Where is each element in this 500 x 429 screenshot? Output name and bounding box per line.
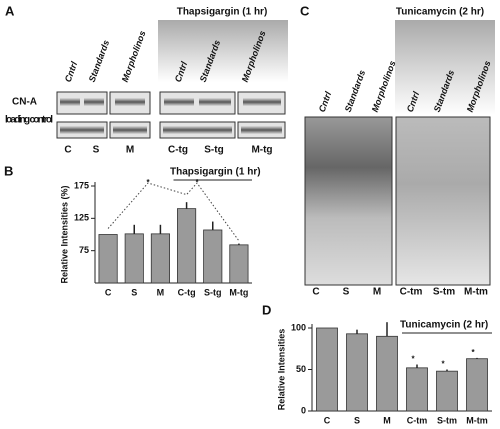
lane-label: S-tm [433,287,455,298]
gel [304,116,393,286]
x-tick-label: M [383,415,391,425]
asterisk: * [411,355,415,364]
column-label: Morpholinos [120,29,148,83]
x-tick-label: C-tm [407,415,428,425]
panel-letter: C [300,3,310,18]
column-label: Standards [343,69,367,114]
asterisk: * [195,178,199,187]
column-label: Morpholinos [370,59,398,113]
y-tick-label: 125 [74,213,89,223]
lane-label: C-tm [400,287,423,298]
y-tick-label: 175 [74,180,89,190]
annotation: Thapsigargin (1 hr) [170,167,261,178]
panel-letter: A [5,3,15,18]
x-tick-label: S [354,415,360,425]
significance-line [107,182,240,242]
y-tick-label: 50 [296,364,306,374]
lane-label: M-tg [251,145,272,156]
bar [376,335,398,412]
x-tick-label: M-tm [466,415,488,425]
asterisk: * [441,360,445,369]
asterisk: * [471,348,475,357]
y-axis-label: Relative Intensities [276,329,286,411]
x-tick-label: S-tg [204,287,222,297]
y-tick-label: 100 [291,322,306,332]
lane-label: S [343,287,350,298]
x-tick-label: C [105,287,112,297]
x-tick-label: C [324,415,331,425]
y-axis-label: Relative Intensities (%) [59,185,69,283]
y-tick-label: 0 [301,405,306,415]
bar [229,244,249,284]
bar [203,229,223,284]
lane-label: C [312,287,319,298]
bar [177,208,197,284]
column-label: Cntrl [317,90,334,114]
bar [466,358,488,412]
lane-label: S-tg [204,145,223,156]
bar [124,233,144,284]
treatment-label: Thapsigargin (1 hr) [177,7,268,18]
column-label: Standards [87,39,111,84]
lane-label: M [373,287,381,298]
panel-letter: B [4,163,13,178]
lane-label: S [93,145,100,156]
lane-label: M [126,145,134,156]
x-tick-label: M [157,287,165,297]
panel-letter: D [262,302,271,317]
lane-label: C [64,145,71,156]
lane-label: M-tm [464,287,488,298]
treatment-shade [158,20,288,82]
column-label: Cntrl [63,60,80,84]
row-label: loading control [5,115,53,126]
y-tick-label: 75 [79,245,89,255]
gel [395,116,491,286]
bar [316,327,338,412]
row-label: CN-A [12,97,37,108]
bar [406,367,428,412]
x-tick-label: S [131,287,137,297]
x-tick-label: M-tg [229,287,248,297]
lane-label: C-tg [168,145,188,156]
bar [98,234,118,284]
bar [436,370,458,412]
treatment-label: Tunicamycin (2 hr) [396,7,484,18]
bar [150,233,170,284]
asterisk: * [146,178,150,187]
x-tick-label: C-tg [178,287,196,297]
treatment-shade [395,20,495,115]
annotation: Tunicamycin (2 hr) [400,320,488,331]
blot-bands [60,98,282,134]
bar [346,333,368,412]
x-tick-label: S-tm [437,415,457,425]
